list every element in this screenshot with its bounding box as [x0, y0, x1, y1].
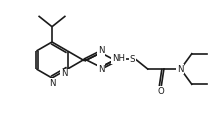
Text: N: N: [177, 65, 183, 74]
Text: N: N: [49, 78, 55, 88]
Text: O: O: [158, 86, 165, 95]
Text: N: N: [98, 46, 105, 55]
Text: S: S: [130, 55, 135, 64]
Text: N: N: [98, 65, 105, 74]
Text: N: N: [61, 70, 68, 78]
Text: NH: NH: [112, 54, 125, 63]
